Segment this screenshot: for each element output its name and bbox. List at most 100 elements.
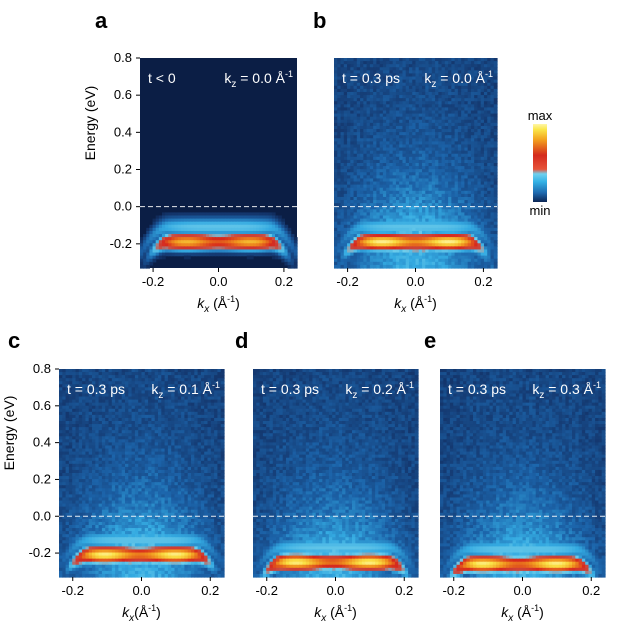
heatmap-cell — [392, 58, 397, 62]
heatmap-cell — [386, 221, 391, 226]
heatmap-cell — [412, 91, 417, 96]
heatmap-cell — [379, 166, 384, 170]
heatmap-cell — [363, 125, 368, 130]
heatmap-cell — [343, 224, 348, 229]
heatmap-cell — [441, 187, 446, 192]
heatmap-cell — [353, 104, 358, 109]
heatmap-cell — [405, 135, 410, 139]
heatmap-cell — [389, 88, 394, 93]
heatmap-cell — [418, 104, 423, 109]
heatmap-cell — [165, 212, 169, 217]
heatmap-cell — [428, 156, 433, 161]
heatmap-cell — [343, 98, 348, 102]
heatmap-cell — [422, 190, 426, 195]
heatmap-cell — [480, 70, 485, 75]
heatmap-cell — [190, 249, 194, 254]
heatmap-cell — [405, 85, 410, 90]
heatmap-cell — [366, 138, 371, 142]
heatmap-cell — [428, 178, 433, 183]
heatmap-cell — [490, 104, 495, 109]
heatmap-cell — [493, 203, 498, 207]
heatmap-cell — [392, 153, 397, 158]
heatmap-cell — [412, 181, 417, 186]
heatmap-cell — [366, 132, 371, 136]
heatmap-cell — [422, 215, 426, 220]
heatmap-cell — [480, 206, 485, 210]
heatmap-cell — [470, 193, 475, 198]
heatmap-cell — [231, 230, 235, 235]
heatmap-cell — [483, 175, 488, 180]
heatmap-cell — [470, 209, 475, 214]
heatmap-cell — [405, 221, 410, 226]
heatmap-cell — [234, 249, 238, 254]
heatmap-cell — [428, 58, 433, 62]
heatmap-cell — [215, 234, 220, 238]
heatmap-cell — [483, 116, 488, 121]
heatmap-cell — [171, 240, 176, 244]
heatmap-cell — [483, 144, 488, 149]
heatmap-cell — [227, 243, 232, 247]
heatmap-cell — [444, 169, 449, 173]
heatmap-cell — [402, 113, 407, 118]
heatmap-cell — [441, 110, 446, 115]
heatmap-cell — [425, 98, 430, 102]
heatmap-cell — [431, 76, 436, 81]
heatmap-cell — [373, 175, 377, 180]
heatmap-cell — [146, 264, 151, 269]
heatmap-cell — [487, 98, 492, 102]
heatmap-cell — [376, 221, 381, 226]
heatmap-cell — [441, 156, 446, 161]
heatmap-cell — [389, 150, 394, 155]
heatmap-cell — [373, 200, 377, 204]
heatmap-cell — [287, 264, 292, 269]
heatmap-cell — [343, 132, 348, 136]
heatmap-cell — [408, 224, 413, 229]
heatmap-cell — [334, 150, 338, 155]
heatmap-cell — [454, 76, 459, 81]
heatmap-cell — [249, 249, 254, 254]
heatmap-cell — [363, 104, 368, 109]
heatmap-cell — [366, 156, 371, 161]
heatmap-cell — [408, 184, 413, 189]
heatmap-cell — [412, 79, 417, 84]
heatmap-cell — [480, 150, 485, 155]
heatmap-cell — [360, 144, 364, 149]
heatmap-cell — [337, 104, 342, 109]
heatmap-cell — [382, 70, 387, 75]
heatmap-cell — [480, 61, 485, 65]
heatmap-cell — [425, 76, 430, 81]
heatmap-cell — [353, 98, 358, 102]
heatmap-cell — [379, 113, 384, 118]
heatmap-cell — [379, 64, 384, 68]
heatmap-cell — [431, 218, 436, 223]
heatmap-cell — [474, 67, 479, 71]
heatmap-cell — [347, 107, 351, 112]
heatmap-cell — [461, 82, 465, 87]
heatmap-cell — [389, 184, 394, 189]
heatmap-cell — [237, 246, 242, 251]
heatmap-cell — [425, 190, 430, 195]
heatmap-cell — [290, 246, 295, 251]
heatmap-cell — [389, 116, 394, 121]
heatmap-cell — [382, 76, 387, 81]
heatmap-cell — [467, 196, 472, 201]
heatmap-cell — [490, 200, 495, 204]
heatmap-cell — [444, 196, 449, 201]
heatmap-cell — [428, 184, 433, 189]
heatmap-cell — [356, 138, 361, 142]
heatmap-cell — [343, 95, 348, 99]
heatmap-cell — [379, 85, 384, 90]
heatmap-cell — [454, 166, 459, 170]
heatmap-cell — [334, 187, 338, 192]
heatmap-cell — [379, 91, 384, 96]
heatmap-cell — [490, 196, 495, 201]
heatmap-cell — [268, 230, 273, 235]
heatmap-cell — [431, 101, 436, 105]
heatmap-cell — [467, 67, 472, 71]
heatmap-cell — [347, 113, 351, 118]
heatmap-cell — [360, 132, 364, 136]
heatmap-cell — [487, 64, 492, 68]
heatmap-cell — [205, 215, 210, 220]
heatmap-cell — [227, 218, 232, 223]
heatmap-cell — [483, 221, 488, 226]
